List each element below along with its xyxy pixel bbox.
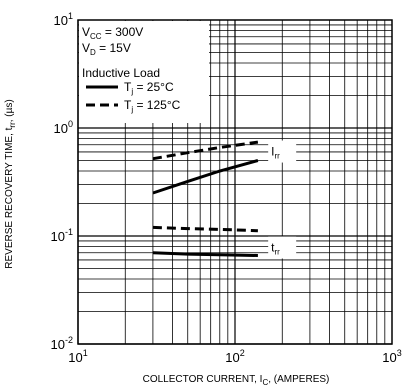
y-axis-title: REVERSE RECOVERY TIME, trr, (µs) [4, 99, 17, 268]
legend-condition-vd: VD = 15V [82, 41, 131, 57]
series-line-trr-solid [152, 251, 258, 257]
y-tick-label: 10-1 [51, 227, 73, 244]
x-axis-title: COLLECTOR CURRENT, IC, (AMPERES) [143, 374, 330, 387]
annotation-trr: trr [271, 240, 280, 256]
x-tick-label: 103 [382, 348, 401, 365]
plot-frame [77, 19, 393, 345]
series-line-irr-dashed [152, 140, 259, 161]
tick-labels: 101 102 103 101 100 10-1 10-2 [51, 11, 402, 365]
annotation-bg [268, 140, 297, 163]
legend-load: Inductive Load [82, 66, 160, 80]
legend-label-solid: Tj = 25°C [124, 80, 174, 96]
annotation-irr: Irr [271, 145, 280, 161]
y-tick-label: 10-2 [51, 335, 73, 352]
legend-label-dashed: Tj = 125°C [124, 98, 181, 114]
series-layer [152, 140, 259, 257]
series-line-trr-dashed [152, 225, 258, 233]
y-tick-label: 100 [54, 119, 73, 136]
series-line-irr-solid [152, 159, 259, 195]
x-tick-label: 102 [225, 348, 244, 365]
legend-condition-vcc: VCC = 300V [82, 25, 143, 41]
annotation-bg [268, 236, 297, 259]
y-tick-label: 101 [54, 11, 73, 28]
x-tick-label: 101 [68, 348, 87, 365]
annotations: Irr trr [268, 140, 297, 259]
